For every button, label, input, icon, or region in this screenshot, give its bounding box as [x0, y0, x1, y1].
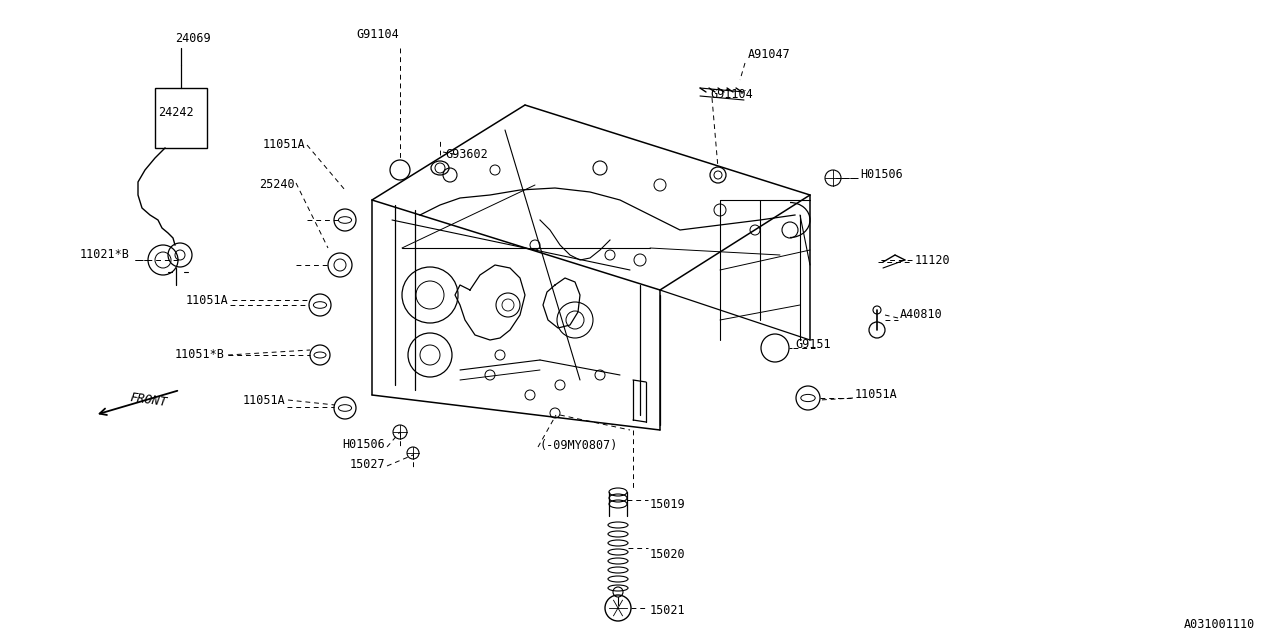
Text: 24069: 24069 [175, 31, 211, 45]
Text: 11051A: 11051A [242, 394, 285, 406]
Text: 15019: 15019 [650, 499, 686, 511]
Text: 25240: 25240 [260, 179, 294, 191]
Text: 11051A: 11051A [262, 138, 305, 152]
Text: G91104: G91104 [710, 88, 753, 102]
Text: 11051A: 11051A [855, 388, 897, 401]
Text: G93602: G93602 [445, 148, 488, 161]
Text: H01506: H01506 [342, 438, 385, 451]
Text: 15021: 15021 [650, 604, 686, 616]
Text: 15027: 15027 [349, 458, 385, 472]
Text: 11120: 11120 [915, 253, 951, 266]
Text: A031001110: A031001110 [1184, 618, 1254, 632]
Text: 15020: 15020 [650, 548, 686, 561]
Text: 11051A: 11051A [186, 294, 228, 307]
FancyBboxPatch shape [155, 88, 207, 148]
Text: FRONT: FRONT [128, 391, 168, 409]
Text: G9151: G9151 [795, 339, 831, 351]
Text: 24242: 24242 [159, 106, 193, 118]
Text: G91104: G91104 [357, 29, 399, 42]
Text: A91047: A91047 [748, 49, 791, 61]
Text: (-09MY0807): (-09MY0807) [540, 438, 618, 451]
Text: 11021*B: 11021*B [81, 248, 131, 262]
Text: 11051*B: 11051*B [175, 349, 225, 362]
Text: H01506: H01506 [860, 168, 902, 182]
Text: A40810: A40810 [900, 308, 943, 321]
